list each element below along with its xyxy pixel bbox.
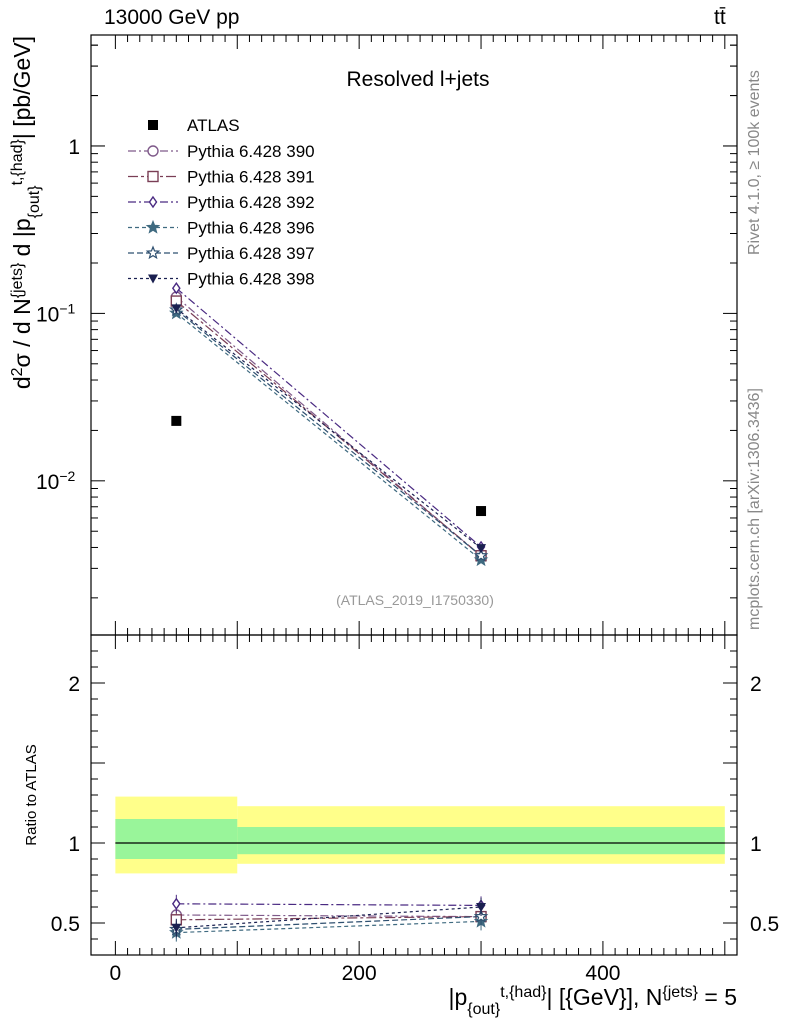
ratio-line-5	[176, 906, 482, 929]
uncertainty-band-inner-1	[237, 827, 725, 855]
collision-energy-label: 13000 GeV pp	[104, 6, 240, 29]
series-point-3-1	[473, 552, 489, 567]
legend-marker-4	[145, 245, 161, 260]
legend-label-3: Pythia 6.428 396	[187, 219, 315, 238]
x-tick-label: 400	[585, 962, 620, 985]
series-point-5-1	[476, 544, 487, 554]
ratio-point-2-0	[171, 897, 181, 911]
series-line-3	[175, 312, 482, 561]
analysis-tag: (ATLAS_2019_I1750330)	[336, 592, 494, 608]
ratio-axis-label: Ratio to ATLAS	[23, 744, 40, 845]
series-point-2-0	[171, 281, 181, 295]
legend-label-2: Pythia 6.428 392	[187, 193, 315, 212]
ratio-point-4-1	[473, 908, 489, 923]
legend-label-0: Pythia 6.428 390	[187, 142, 315, 161]
data-point-1	[476, 506, 487, 517]
series-line-5	[175, 307, 482, 549]
plot-title: Resolved l+jets	[347, 68, 490, 91]
y-tick-label: 10−2	[36, 468, 76, 494]
series-point-5-0	[171, 304, 182, 314]
x-tick-label: 0	[110, 962, 122, 985]
legend-marker-1	[147, 170, 159, 183]
ratio-point-5-0	[171, 923, 182, 933]
series-line-4	[175, 309, 482, 557]
x-axis-label: |p{out}t,{had}| [{GeV}], N{jets} = 5	[448, 984, 737, 1018]
ratio-line-2	[176, 903, 482, 907]
ratio-line-3	[176, 920, 482, 934]
series-line-0	[175, 296, 482, 557]
ratio-line-0	[176, 914, 482, 918]
uncertainty-band-inner-0	[115, 819, 238, 859]
data-point-0	[171, 415, 182, 426]
y-tick-label: 10−1	[36, 300, 76, 326]
legend-marker-0	[147, 145, 159, 157]
y-axis-label: d2σ / d N{jets} d |p{out}t,{had}| [pb/Ge…	[9, 36, 43, 389]
legend-label-1: Pythia 6.428 391	[187, 168, 315, 187]
legend-marker-2	[148, 195, 158, 209]
ratio-tick-label-right: 1	[750, 833, 762, 856]
legend-label-data: ATLAS	[187, 116, 240, 135]
ratio-tick-label-right: 0.5	[750, 913, 779, 936]
ratio-plot-frame	[90, 634, 738, 956]
x-tick-label: 200	[342, 962, 377, 985]
legend-label-5: Pythia 6.428 398	[187, 270, 315, 289]
legend-marker-5	[148, 274, 158, 284]
legend-marker-3	[145, 219, 161, 234]
ratio-tick-label-left: 2	[68, 673, 80, 696]
ratio-tick-label-left: 1	[68, 833, 80, 856]
ratio-line-1	[176, 916, 482, 921]
legend: ATLAS Pythia 6.428 390 Pythia 6.428 391 Pyt…	[128, 116, 315, 289]
ratio-line-4	[176, 916, 482, 930]
ratio-tick-label-left: 0.5	[51, 913, 80, 936]
series-line-2	[175, 287, 482, 548]
series-point-4-1	[473, 548, 489, 562]
process-label: tt̄	[714, 6, 726, 29]
ratio-point-5-1	[476, 903, 487, 912]
legend-marker-data	[148, 120, 158, 130]
y-tick-label: 1	[68, 136, 80, 159]
legend-label-4: Pythia 6.428 397	[187, 244, 315, 263]
ratio-tick-label-right: 2	[750, 673, 762, 696]
